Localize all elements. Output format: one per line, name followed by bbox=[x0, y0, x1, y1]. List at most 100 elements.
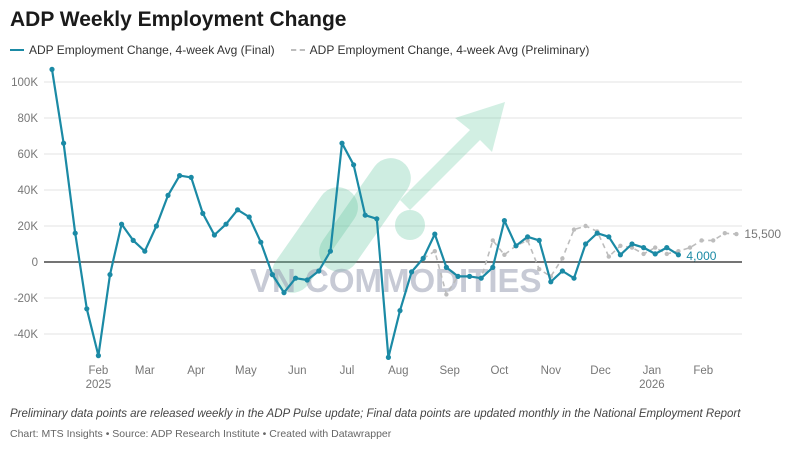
data-point-preliminary bbox=[583, 223, 588, 229]
data-point-preliminary bbox=[490, 238, 495, 243]
data-point-preliminary bbox=[722, 231, 727, 236]
data-point-final bbox=[397, 308, 403, 314]
y-tick-label: -20K bbox=[14, 293, 39, 305]
x-tick-label: Jul bbox=[340, 365, 355, 377]
y-tick-label: 40K bbox=[18, 185, 39, 197]
watermark-dot bbox=[395, 210, 425, 240]
chart-title: ADP Weekly Employment Change bbox=[10, 8, 347, 31]
data-point-preliminary bbox=[711, 238, 716, 243]
data-point-final bbox=[304, 277, 310, 283]
data-point-final bbox=[409, 269, 415, 275]
footnote: Preliminary data points are released wee… bbox=[10, 408, 741, 420]
data-point-final bbox=[200, 210, 206, 216]
data-point-final bbox=[293, 275, 299, 281]
data-point-final bbox=[594, 230, 600, 236]
data-point-final bbox=[351, 162, 357, 168]
watermark-arrow bbox=[400, 102, 505, 210]
x-tick-label: Feb bbox=[88, 365, 108, 377]
x-tick-label: Mar bbox=[135, 365, 155, 377]
data-point-preliminary bbox=[653, 245, 658, 250]
data-point-final bbox=[246, 214, 252, 220]
data-point-preliminary bbox=[432, 249, 437, 254]
data-point-preliminary bbox=[734, 231, 739, 237]
data-point-final bbox=[49, 66, 55, 72]
legend-item-final: ADP Employment Change, 4-week Avg (Final… bbox=[10, 43, 275, 57]
x-tick-label: Aug bbox=[388, 365, 408, 377]
data-point-final bbox=[130, 237, 136, 243]
watermark: VN COMMODITIES bbox=[250, 102, 542, 299]
data-point-final bbox=[235, 207, 241, 213]
data-point-final bbox=[548, 279, 554, 285]
data-point-final bbox=[513, 243, 519, 249]
data-point-final bbox=[61, 140, 67, 146]
data-point-final bbox=[571, 275, 577, 281]
data-point-preliminary bbox=[664, 251, 669, 257]
series-line-preliminary bbox=[422, 225, 737, 296]
legend-item-preliminary: ADP Employment Change, 4-week Avg (Preli… bbox=[290, 43, 590, 57]
y-tick-label: 0 bbox=[32, 257, 38, 269]
x-tick-label: Feb bbox=[693, 365, 713, 377]
x-tick-label: Sep bbox=[439, 365, 459, 377]
data-point-final bbox=[211, 232, 217, 238]
data-point-final bbox=[432, 231, 438, 237]
data-point-final bbox=[664, 245, 670, 251]
y-tick-label: 80K bbox=[18, 113, 39, 125]
data-point-final bbox=[455, 273, 461, 279]
data-point-final bbox=[536, 237, 542, 243]
y-tick-label: 60K bbox=[18, 149, 39, 161]
data-point-final bbox=[629, 241, 635, 247]
data-point-final bbox=[269, 272, 275, 278]
data-point-final bbox=[177, 173, 183, 179]
y-tick-label: 100K bbox=[11, 77, 38, 89]
x-tick-label: Nov bbox=[541, 365, 562, 377]
x-tick-year-label: 2025 bbox=[86, 379, 112, 391]
legend: ADP Employment Change, 4-week Avg (Final… bbox=[10, 43, 589, 57]
end-label-final: 4,000 bbox=[686, 249, 716, 263]
y-tick-label: 20K bbox=[18, 221, 39, 233]
data-point-final bbox=[467, 273, 473, 279]
data-point-final bbox=[339, 140, 345, 146]
end-label-preliminary: 15,500 bbox=[744, 227, 781, 241]
x-tick-year-label: 2026 bbox=[639, 379, 665, 391]
data-point-preliminary bbox=[687, 245, 693, 250]
data-point-final bbox=[153, 223, 159, 229]
data-point-preliminary bbox=[537, 267, 542, 272]
source-line: Chart: MTS Insights • Source: ADP Resear… bbox=[10, 428, 392, 440]
data-point-final bbox=[142, 248, 148, 254]
data-point-final bbox=[443, 264, 449, 270]
data-point-final bbox=[385, 354, 391, 360]
data-point-final bbox=[675, 252, 682, 258]
data-point-final bbox=[188, 174, 194, 180]
data-point-preliminary bbox=[699, 238, 704, 243]
legend-label-preliminary: ADP Employment Change, 4-week Avg (Preli… bbox=[309, 43, 590, 57]
x-tick-label: Dec bbox=[590, 365, 611, 377]
data-point-final bbox=[420, 255, 426, 261]
data-point-preliminary bbox=[618, 243, 623, 248]
data-point-final bbox=[119, 221, 125, 227]
data-point-preliminary bbox=[560, 256, 565, 261]
data-point-final bbox=[490, 264, 496, 270]
data-point-preliminary bbox=[571, 227, 577, 232]
x-tick-label: Jan bbox=[643, 365, 662, 377]
data-point-final bbox=[525, 234, 531, 240]
data-point-final bbox=[559, 268, 566, 274]
data-point-final bbox=[606, 234, 612, 240]
x-tick-label: Apr bbox=[187, 365, 205, 377]
data-point-preliminary bbox=[676, 249, 681, 254]
data-point-final bbox=[374, 216, 380, 222]
data-point-preliminary bbox=[502, 252, 507, 257]
x-tick-label: May bbox=[235, 365, 257, 377]
data-point-final bbox=[316, 268, 322, 274]
data-point-final bbox=[478, 275, 484, 281]
data-point-final bbox=[165, 192, 171, 198]
data-point-preliminary bbox=[606, 254, 611, 259]
data-point-final bbox=[95, 353, 101, 359]
data-point-final bbox=[223, 221, 229, 227]
data-point-preliminary bbox=[444, 292, 449, 297]
data-point-final bbox=[107, 272, 113, 278]
data-point-final bbox=[652, 251, 658, 257]
legend-swatch-preliminary bbox=[290, 49, 305, 51]
data-point-final bbox=[258, 239, 264, 245]
data-point-final bbox=[617, 252, 624, 258]
y-tick-label: -40K bbox=[14, 329, 39, 341]
